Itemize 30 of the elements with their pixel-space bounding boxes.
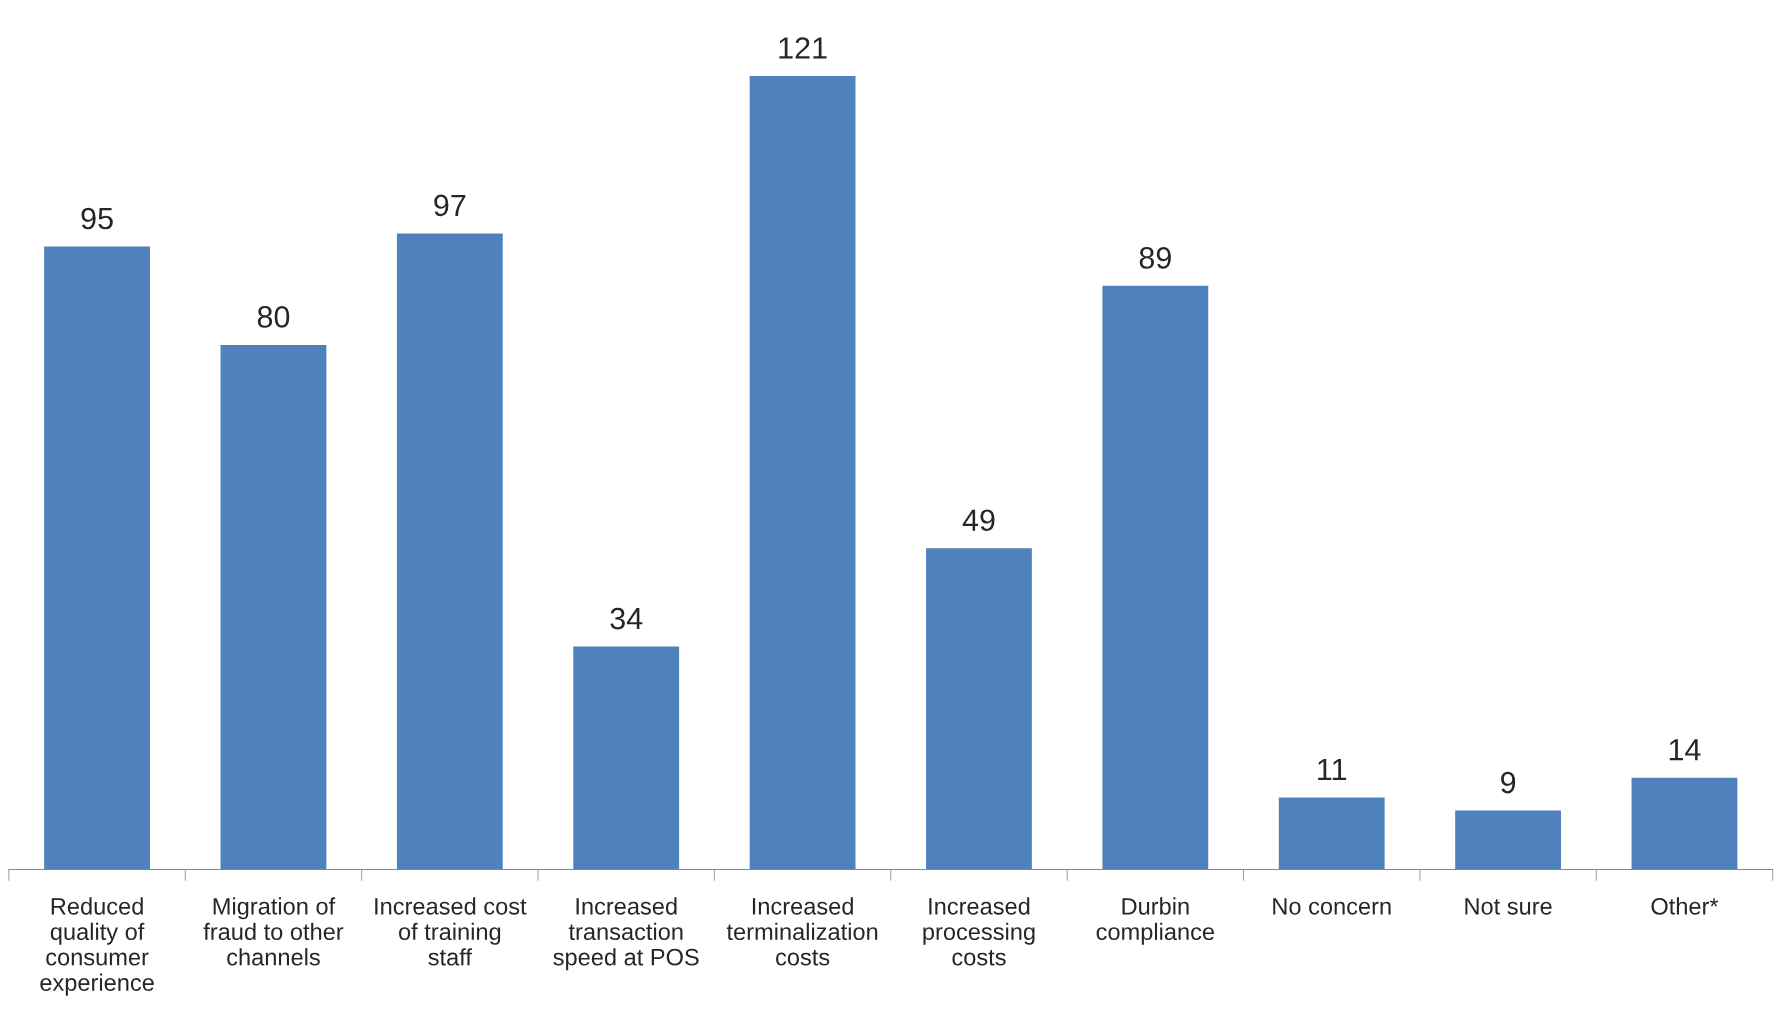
x-tick-label: Reduced quality of consumer experience — [40, 897, 154, 996]
data-label: 11 — [1318, 758, 1347, 780]
x-tick-label: Migration of fraud to other channels — [203, 897, 344, 966]
x-tick-label: Increased terminalization costs — [726, 897, 878, 966]
x-tick-label: Other* — [1651, 897, 1719, 915]
bar — [44, 246, 150, 870]
data-label: 49 — [962, 509, 995, 532]
bar — [1102, 285, 1209, 870]
x-tick-label: Not sure — [1465, 898, 1552, 915]
bar — [749, 76, 856, 870]
data-label: 34 — [610, 607, 643, 630]
bar — [1631, 777, 1738, 870]
x-tick-label: No concern — [1273, 898, 1391, 915]
data-label: 95 — [81, 207, 113, 230]
data-label: 97 — [434, 194, 466, 217]
data-label: 80 — [257, 306, 290, 328]
bar — [1455, 810, 1562, 870]
data-label: 121 — [779, 37, 827, 59]
bar — [573, 646, 680, 870]
data-label: 89 — [1139, 247, 1171, 269]
bar — [926, 548, 1032, 870]
data-label: 14 — [1669, 739, 1701, 761]
x-tick-label: Increased cost of training staff — [375, 897, 527, 966]
bar — [1278, 797, 1385, 870]
x-tick-label: Increased processing costs — [923, 897, 1035, 966]
bar — [220, 344, 327, 870]
x-tick-label: Durbin compliance — [1096, 897, 1215, 945]
x-tick-label: Increased transaction speed at POS — [553, 897, 699, 971]
data-label: 9 — [1501, 771, 1516, 794]
bar — [396, 233, 503, 870]
